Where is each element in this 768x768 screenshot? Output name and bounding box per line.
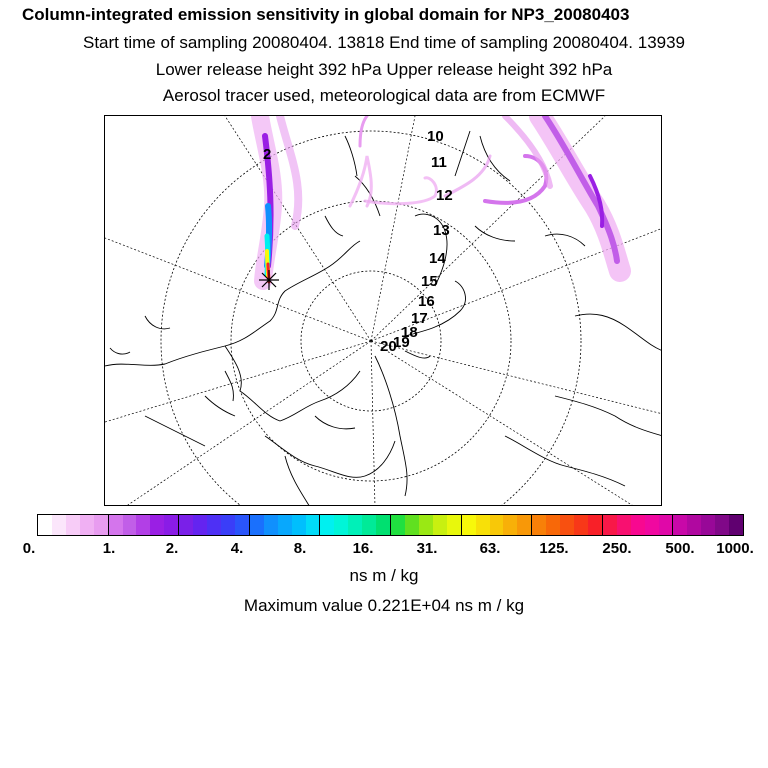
colorbar-segment bbox=[531, 515, 547, 535]
colorbar-segment bbox=[701, 515, 716, 535]
colorbar-segment bbox=[150, 515, 165, 535]
colorbar-segment bbox=[446, 515, 461, 535]
colorbar-segment bbox=[38, 515, 52, 535]
sampling-time-line: Start time of sampling 20080404. 13818 E… bbox=[82, 33, 686, 52]
colorbar-segment bbox=[376, 515, 391, 535]
colorbar-segment bbox=[93, 515, 108, 535]
latitude-circles bbox=[160, 130, 582, 505]
colorbar-segment bbox=[277, 515, 292, 535]
colorbar-segment bbox=[79, 515, 94, 535]
colorbar-tick: 2. bbox=[165, 540, 179, 557]
colorbar-segment bbox=[122, 515, 137, 535]
plot-title: Column-integrated emission sensitivity i… bbox=[22, 5, 630, 24]
colorbar-segment bbox=[630, 515, 645, 535]
colorbar-segment bbox=[560, 515, 575, 535]
emission-plume bbox=[251, 116, 631, 290]
hour-label: 10 bbox=[427, 128, 444, 145]
polar-map bbox=[105, 116, 661, 505]
colorbar-segment bbox=[291, 515, 306, 535]
colorbar-segment bbox=[574, 515, 588, 535]
colorbar-segment bbox=[644, 515, 659, 535]
colorbar-segment bbox=[616, 515, 631, 535]
release-height-line: Lower release height 392 hPa Upper relea… bbox=[155, 60, 613, 79]
colorbar-segment bbox=[546, 515, 561, 535]
hour-label: 17 bbox=[411, 310, 428, 327]
colorbar-tick: 8. bbox=[293, 540, 307, 557]
colorbar-tick: 16. bbox=[352, 540, 374, 557]
colorbar-segment bbox=[193, 515, 208, 535]
colorbar-tick: 0. bbox=[22, 540, 36, 557]
colorbar-segment bbox=[715, 515, 730, 535]
colorbar-segment bbox=[587, 515, 602, 535]
colorbar-segment bbox=[248, 515, 264, 535]
maximum-value: Maximum value 0.221E+04 ns m / kg bbox=[243, 596, 525, 615]
hour-label: 19 bbox=[393, 334, 410, 351]
hour-label: 16 bbox=[418, 293, 435, 310]
colorbar-tick: 4. bbox=[230, 540, 244, 557]
release-location-star bbox=[259, 270, 279, 290]
colorbar-segment bbox=[729, 515, 744, 535]
hour-label: 11 bbox=[431, 154, 447, 171]
colorbar-segment bbox=[460, 515, 476, 535]
colorbar-segment bbox=[503, 515, 518, 535]
colorbar-segment bbox=[489, 515, 504, 535]
colorbar bbox=[37, 514, 744, 536]
colorbar-tick: 1000. bbox=[716, 540, 754, 557]
colorbar-segment bbox=[404, 515, 419, 535]
colorbar-segment bbox=[263, 515, 278, 535]
hour-label: 20 bbox=[380, 338, 397, 355]
colorbar-tick: 500. bbox=[665, 540, 695, 557]
colorbar-segment bbox=[601, 515, 617, 535]
colorbar-segment bbox=[178, 515, 194, 535]
colorbar-segment bbox=[65, 515, 80, 535]
colorbar-segment bbox=[164, 515, 179, 535]
colorbar-segment bbox=[362, 515, 377, 535]
colorbar-tick: 125. bbox=[539, 540, 569, 557]
colorbar-segment bbox=[334, 515, 349, 535]
tracer-info-line: Aerosol tracer used, meteorological data… bbox=[162, 86, 606, 105]
colorbar-segment bbox=[658, 515, 673, 535]
colorbar-segment bbox=[418, 515, 433, 535]
colorbar-segment bbox=[348, 515, 363, 535]
colorbar-segment bbox=[220, 515, 235, 535]
hour-label: 18 bbox=[401, 324, 418, 341]
colorbar-segment bbox=[136, 515, 151, 535]
colorbar-unit: ns m / kg bbox=[349, 566, 419, 585]
colorbar-segment bbox=[234, 515, 249, 535]
hour-label: 13 bbox=[433, 222, 450, 239]
coastlines bbox=[105, 130, 661, 505]
colorbar-segment bbox=[687, 515, 702, 535]
colorbar-segment bbox=[107, 515, 123, 535]
colorbar-segment bbox=[475, 515, 490, 535]
colorbar-segment bbox=[305, 515, 320, 535]
colorbar-segment bbox=[517, 515, 532, 535]
colorbar-segment bbox=[672, 515, 688, 535]
colorbar-tick: 31. bbox=[416, 540, 438, 557]
colorbar-segment bbox=[51, 515, 66, 535]
colorbar-tick: 250. bbox=[602, 540, 632, 557]
colorbar-tick: 1. bbox=[102, 540, 116, 557]
hour-label: 15 bbox=[421, 273, 438, 290]
hour-label: 2 bbox=[263, 146, 272, 163]
colorbar-segment bbox=[207, 515, 221, 535]
colorbar-segment bbox=[390, 515, 405, 535]
hour-label: 12 bbox=[436, 187, 453, 204]
hour-label: 14 bbox=[429, 250, 446, 267]
colorbar-tick: 63. bbox=[479, 540, 501, 557]
polar-map-panel: 10 11 12 13 14 15 16 17 18 19 20 2 bbox=[104, 115, 662, 506]
colorbar-segment bbox=[432, 515, 447, 535]
colorbar-segment bbox=[319, 515, 335, 535]
